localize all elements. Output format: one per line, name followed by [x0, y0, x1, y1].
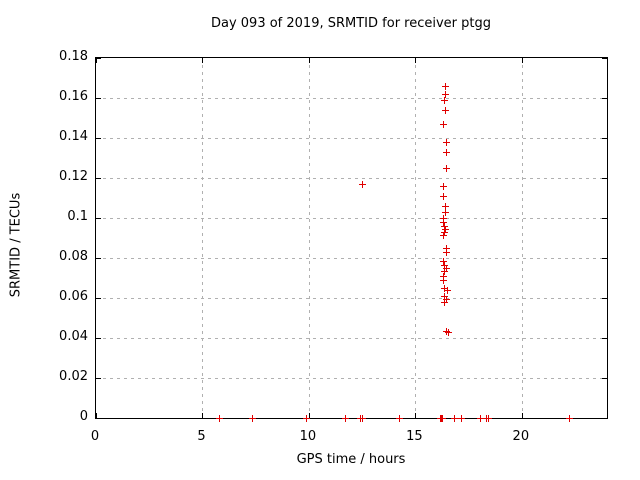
- data-point-marker: [358, 414, 366, 422]
- y-tick-mark: [96, 298, 101, 299]
- x-tick-mark: [308, 58, 310, 63]
- gridline-horizontal: [96, 298, 607, 299]
- x-tick-label: 0: [90, 429, 100, 444]
- y-tick-mark: [96, 138, 101, 139]
- data-point-marker: [359, 180, 367, 188]
- y-tick-mark: [602, 138, 607, 139]
- y-tick-mark: [96, 218, 101, 219]
- data-point-marker: [443, 286, 451, 294]
- data-point-marker: [442, 164, 450, 172]
- data-point-marker: [444, 328, 452, 336]
- y-tick-mark: [96, 338, 101, 339]
- y-tick-mark: [602, 58, 607, 59]
- y-tick-label: 0.04: [59, 329, 88, 344]
- data-point-marker: [439, 182, 447, 190]
- data-point-marker: [451, 414, 459, 422]
- plot-area: [95, 57, 608, 422]
- gridline-horizontal: [96, 98, 607, 99]
- x-tick-mark: [415, 413, 417, 418]
- y-tick-label: 0.06: [59, 289, 88, 304]
- data-point-marker: [441, 90, 449, 98]
- gridline-vertical: [521, 58, 523, 418]
- y-tick-mark: [96, 98, 101, 99]
- data-point-marker: [442, 148, 450, 156]
- data-point-marker: [439, 192, 447, 200]
- data-point-marker: [215, 414, 223, 422]
- data-point-marker: [439, 272, 447, 280]
- y-tick-mark: [96, 58, 101, 59]
- x-tick-mark: [521, 58, 523, 63]
- data-point-marker: [484, 414, 492, 422]
- data-point-marker: [441, 202, 449, 210]
- x-tick-mark: [96, 58, 97, 63]
- data-point-marker: [441, 82, 449, 90]
- y-tick-mark: [96, 178, 101, 179]
- y-tick-mark: [602, 258, 607, 259]
- y-tick-mark: [96, 378, 101, 379]
- y-tick-mark: [602, 298, 607, 299]
- data-point-marker: [440, 298, 448, 306]
- data-point-marker: [442, 248, 450, 256]
- y-tick-mark: [602, 98, 607, 99]
- x-tick-label: 10: [299, 429, 317, 444]
- data-point-marker: [439, 414, 447, 422]
- data-point-marker: [439, 257, 447, 265]
- y-tick-mark: [602, 218, 607, 219]
- chart-title: Day 093 of 2019, SRMTID for receiver ptg…: [210, 16, 492, 31]
- data-point-marker: [440, 96, 448, 104]
- gridline-horizontal: [96, 138, 607, 139]
- x-tick-label: 20: [512, 429, 530, 444]
- y-tick-mark: [96, 258, 101, 259]
- x-axis-title: GPS time / hours: [296, 452, 406, 467]
- data-point-marker: [303, 414, 311, 422]
- x-tick-mark: [202, 58, 204, 63]
- y-tick-label: 0.16: [59, 89, 88, 104]
- y-tick-mark: [602, 418, 607, 419]
- gridline-horizontal: [96, 218, 607, 219]
- data-point-marker: [477, 414, 485, 422]
- data-point-marker: [439, 218, 447, 226]
- x-tick-mark: [415, 58, 417, 63]
- gridline-horizontal: [96, 378, 607, 379]
- data-point-marker: [441, 208, 449, 216]
- y-tick-mark: [602, 378, 607, 379]
- y-tick-mark: [602, 338, 607, 339]
- data-point-marker: [566, 414, 574, 422]
- y-tick-label: 0.14: [59, 129, 88, 144]
- y-tick-label: 0.12: [59, 169, 88, 184]
- gridline-vertical: [202, 58, 204, 418]
- y-tick-label: 0.02: [59, 369, 88, 384]
- x-tick-mark: [202, 413, 204, 418]
- gridline-horizontal: [96, 258, 607, 259]
- gridline-horizontal: [96, 338, 607, 339]
- gridline-vertical: [308, 58, 310, 418]
- y-tick-label: 0.18: [59, 49, 88, 64]
- data-point-marker: [442, 244, 450, 252]
- data-point-marker: [439, 214, 447, 222]
- x-tick-mark: [521, 413, 523, 418]
- data-point-marker: [442, 138, 450, 146]
- data-point-marker: [396, 414, 404, 422]
- data-point-marker: [248, 414, 256, 422]
- data-point-marker: [439, 231, 447, 239]
- gridline-vertical: [415, 58, 417, 418]
- x-tick-label: 5: [197, 429, 206, 444]
- x-tick-mark: [96, 413, 97, 418]
- data-point-marker: [440, 267, 448, 275]
- data-point-marker: [439, 120, 447, 128]
- x-tick-label: 15: [406, 429, 423, 444]
- y-tick-label: 0.08: [59, 249, 88, 264]
- y-tick-label: 0: [79, 409, 88, 424]
- data-point-marker: [439, 276, 447, 284]
- y-tick-mark: [602, 178, 607, 179]
- y-tick-mark: [96, 418, 101, 419]
- y-tick-label: 0.1: [67, 209, 88, 224]
- data-point-marker: [341, 414, 349, 422]
- gridline-horizontal: [96, 178, 607, 179]
- data-point-marker: [441, 106, 449, 114]
- data-point-marker: [457, 414, 465, 422]
